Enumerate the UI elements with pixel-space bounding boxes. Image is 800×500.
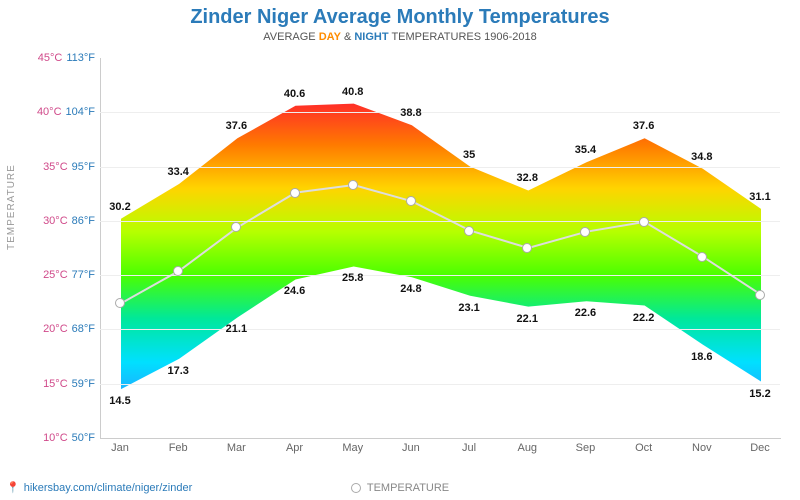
- y-tick-label: 25°C77°F: [5, 269, 95, 281]
- day-high-label: 30.2: [109, 201, 130, 213]
- x-tick-label: Apr: [286, 442, 303, 454]
- temperature-range-area: [121, 104, 761, 390]
- y-gridline: [100, 221, 780, 222]
- avg-marker: [406, 196, 416, 206]
- chart-title: Zinder Niger Average Monthly Temperature…: [0, 0, 800, 29]
- day-high-label: 32.8: [517, 172, 538, 184]
- subtitle-amp: &: [341, 31, 354, 43]
- day-high-label: 35.4: [575, 144, 596, 156]
- chart-svg: [101, 58, 781, 438]
- x-tick-label: Dec: [750, 442, 770, 454]
- day-high-label: 37.6: [633, 120, 654, 132]
- day-high-label: 33.4: [167, 166, 188, 178]
- subtitle-day: DAY: [319, 31, 341, 43]
- avg-marker: [580, 227, 590, 237]
- source-link[interactable]: 📍 hikersbay.com/climate/niger/zinder: [6, 481, 192, 494]
- night-low-label: 14.5: [109, 395, 130, 407]
- day-high-label: 31.1: [749, 191, 770, 203]
- day-high-label: 35: [463, 149, 475, 161]
- x-tick-label: Aug: [517, 442, 537, 454]
- x-tick-label: Jun: [402, 442, 420, 454]
- subtitle-prefix: AVERAGE: [263, 31, 318, 43]
- y-tick-label: 40°C104°F: [5, 106, 95, 118]
- night-low-label: 15.2: [749, 388, 770, 400]
- night-low-label: 22.2: [633, 312, 654, 324]
- night-low-label: 22.1: [517, 313, 538, 325]
- subtitle-suffix: TEMPERATURES 1906-2018: [389, 31, 537, 43]
- source-link-text: hikersbay.com/climate/niger/zinder: [24, 482, 193, 494]
- x-tick-label: Mar: [227, 442, 246, 454]
- y-gridline: [100, 275, 780, 276]
- y-gridline: [100, 329, 780, 330]
- night-low-label: 24.6: [284, 285, 305, 297]
- y-gridline: [100, 112, 780, 113]
- x-tick-label: May: [342, 442, 363, 454]
- night-low-label: 18.6: [691, 351, 712, 363]
- x-tick-label: Oct: [635, 442, 652, 454]
- x-tick-label: Feb: [169, 442, 188, 454]
- y-tick-label: 10°C50°F: [5, 432, 95, 444]
- day-high-label: 34.8: [691, 151, 712, 163]
- y-tick-label: 35°C95°F: [5, 161, 95, 173]
- night-low-label: 21.1: [226, 323, 247, 335]
- legend-label: TEMPERATURE: [367, 482, 449, 494]
- y-tick-label: 45°C113°F: [5, 52, 95, 64]
- night-low-label: 17.3: [167, 365, 188, 377]
- day-high-label: 40.8: [342, 86, 363, 98]
- map-pin-icon: 📍: [6, 482, 20, 494]
- avg-marker: [173, 266, 183, 276]
- legend-marker-icon: [351, 483, 361, 493]
- plot-area: [100, 58, 781, 439]
- avg-marker: [290, 188, 300, 198]
- x-tick-label: Jul: [462, 442, 476, 454]
- avg-marker: [522, 243, 532, 253]
- avg-marker: [697, 252, 707, 262]
- night-low-label: 22.6: [575, 307, 596, 319]
- avg-marker: [115, 298, 125, 308]
- avg-marker: [755, 290, 765, 300]
- avg-marker: [464, 226, 474, 236]
- y-gridline: [100, 384, 780, 385]
- subtitle-night: NIGHT: [354, 31, 388, 43]
- y-tick-label: 30°C86°F: [5, 215, 95, 227]
- day-high-label: 38.8: [400, 107, 421, 119]
- y-axis-label: TEMPERATURE: [6, 164, 17, 250]
- y-tick-label: 15°C59°F: [5, 378, 95, 390]
- x-tick-label: Sep: [576, 442, 596, 454]
- avg-marker: [348, 180, 358, 190]
- avg-marker: [639, 217, 649, 227]
- day-high-label: 37.6: [226, 120, 247, 132]
- y-gridline: [100, 167, 780, 168]
- day-high-label: 40.6: [284, 88, 305, 100]
- chart-subtitle: AVERAGE DAY & NIGHT TEMPERATURES 1906-20…: [0, 29, 800, 43]
- x-tick-label: Jan: [111, 442, 129, 454]
- avg-marker: [231, 222, 241, 232]
- night-low-label: 23.1: [458, 302, 479, 314]
- night-low-label: 25.8: [342, 272, 363, 284]
- y-tick-label: 20°C68°F: [5, 323, 95, 335]
- x-tick-label: Nov: [692, 442, 712, 454]
- night-low-label: 24.8: [400, 283, 421, 295]
